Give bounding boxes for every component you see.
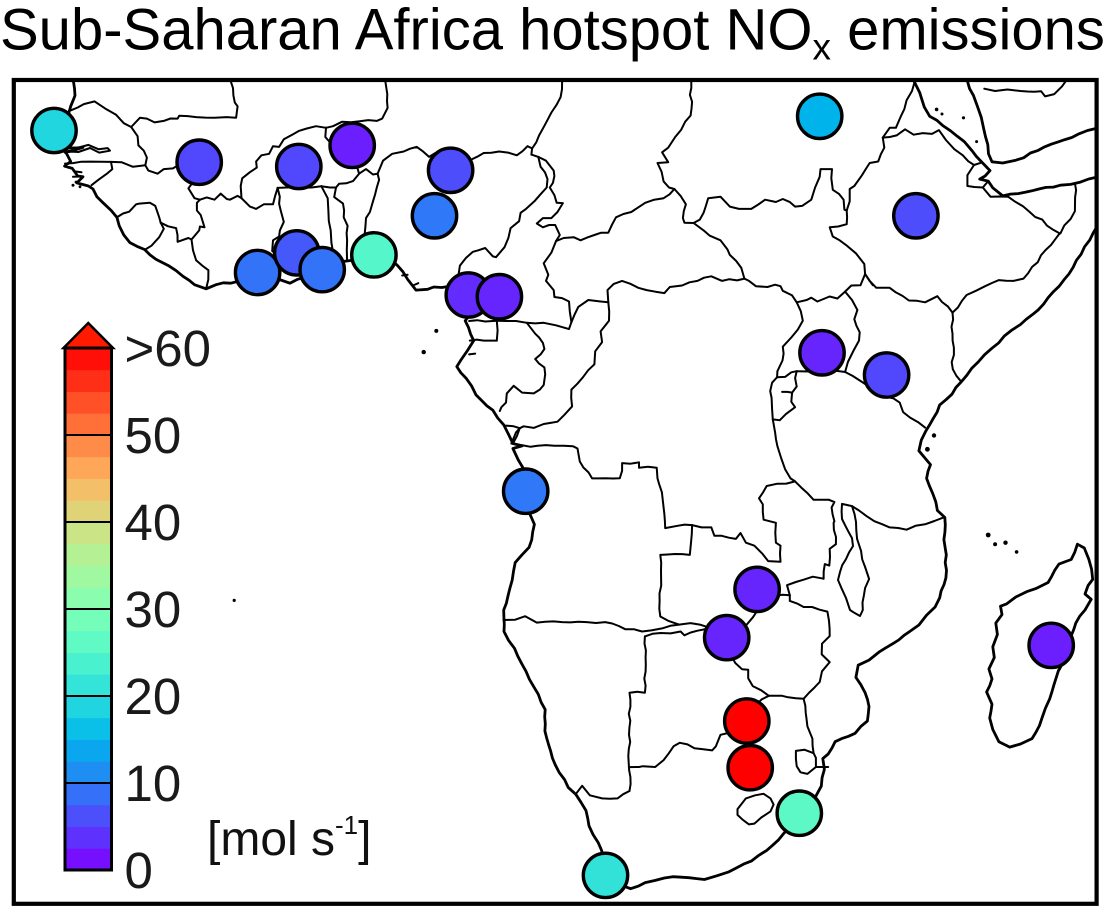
- svg-text:0: 0: [125, 842, 153, 899]
- svg-text:30: 30: [125, 581, 182, 638]
- svg-text:50: 50: [125, 407, 182, 464]
- svg-text:Sub-Saharan Africa hotspot NOx: Sub-Saharan Africa hotspot NOx emissions: [0, 0, 1105, 68]
- svg-text:>60: >60: [125, 320, 212, 377]
- svg-text:40: 40: [125, 494, 182, 551]
- svg-text:20: 20: [125, 668, 182, 725]
- svg-text:10: 10: [125, 755, 182, 812]
